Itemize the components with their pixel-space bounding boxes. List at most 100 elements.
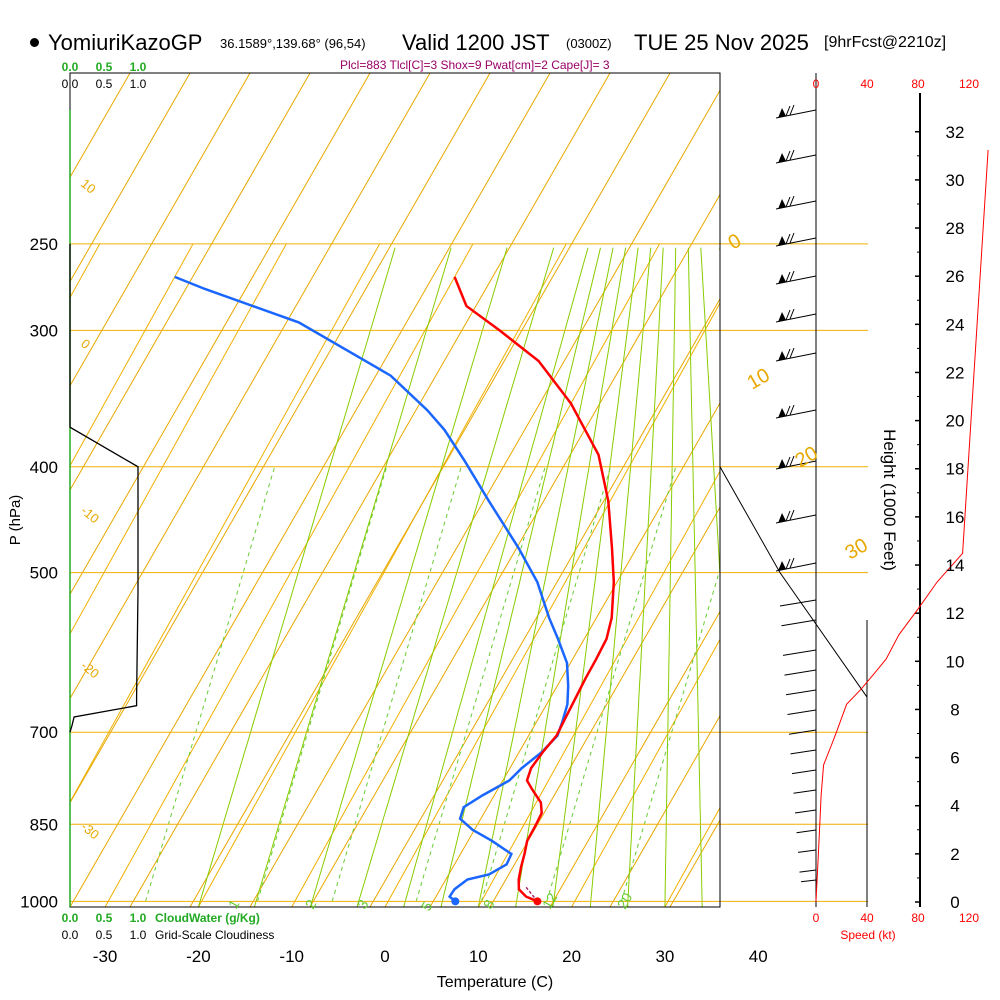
mixing-ratio-label: 3 (354, 897, 372, 912)
mixing-ratio-line (145, 466, 276, 902)
dry-adiabat-line (129, 73, 611, 907)
mixing-ratio-line (546, 466, 677, 902)
mixing-ratio-line (480, 466, 612, 902)
dry-adiabat-line (249, 89, 720, 907)
moist-adiabat-line (687, 247, 703, 907)
valid-time: Valid 1200 JST (402, 30, 550, 55)
isotherm-line (758, 244, 1000, 907)
wind-barb-feather (785, 196, 791, 208)
height-tick-label: 4 (950, 797, 959, 816)
pressure-axis-label: P (hPa) (7, 495, 24, 546)
wind-barb-feather (785, 105, 791, 117)
wind-barb-pennant (778, 153, 786, 163)
valid-time-utc: (0300Z) (566, 36, 612, 51)
mixing-ratio-line (415, 466, 546, 902)
temperature-tick-label: 0 (380, 947, 389, 966)
wind-barb-feather (789, 404, 795, 416)
wind-barb-feather (789, 195, 795, 207)
cloudwater-label: CloudWater (g/Kg) (155, 911, 260, 925)
stability-indices: Plcl=883 Tlcl[C]=3 Shox=9 Pwat[cm]=2 Cap… (340, 58, 610, 72)
height-tick-label: 32 (946, 123, 965, 142)
moist-adiabat-line (253, 247, 452, 907)
isotherm-line (477, 470, 720, 907)
wind-barb (775, 270, 817, 285)
isotherm-line (70, 243, 287, 635)
isotherm-line (70, 243, 194, 467)
wind-barb-low (793, 789, 817, 794)
height-axis-label: Height (1000 Feet) (880, 429, 899, 571)
moist-adiabat-label: 20 (792, 442, 822, 472)
wind-barb-pennant (778, 513, 786, 523)
pressure-tick-label: 250 (30, 235, 58, 254)
wind-barb-low (794, 809, 817, 814)
wind-barb-feather (789, 509, 795, 521)
cloudiness-bottom-tick: 0.0 (62, 928, 79, 942)
speed-bottom-tick: 40 (860, 911, 874, 925)
speed-bottom-tick: 120 (959, 911, 979, 925)
temperature-profile-line (453, 276, 616, 903)
temperature-tick-label: -20 (186, 947, 211, 966)
wind-barb-pennant (778, 108, 786, 118)
mixing-ratio-line (620, 567, 720, 902)
speed-label: Speed (kt) (840, 928, 895, 942)
temperature-tick-label: 40 (749, 947, 768, 966)
wind-barb-pennant (778, 312, 786, 322)
dry-adiabat-line (309, 193, 720, 907)
wind-barb (775, 404, 817, 419)
dry-adiabat-line (70, 73, 131, 179)
wind-barb-low (784, 669, 817, 676)
temperature-tick-label: -30 (93, 947, 118, 966)
wind-barb-pennant (778, 236, 786, 246)
wind-barb-pennant (778, 274, 786, 284)
temperature-tick-label: 30 (655, 947, 674, 966)
wind-barb-low (799, 869, 817, 873)
moist-adiabat-line (515, 247, 627, 907)
temperature-tick-label: 20 (562, 947, 581, 966)
moist-adiabat-line (589, 247, 652, 907)
cloudwater-bottom-tick: 0.5 (96, 911, 113, 925)
wind-barb-low (796, 829, 817, 834)
wind-barb (775, 104, 817, 119)
height-tick-label: 26 (946, 267, 965, 286)
cloudwater-top-tick: 1.0 (130, 60, 147, 74)
parcel-path-line (524, 886, 539, 902)
pressure-tick-label: 850 (30, 815, 58, 834)
height-tick-label: 0 (950, 893, 959, 912)
pressure-tick-label: 1000 (20, 892, 58, 911)
mixing-ratio-line (331, 466, 462, 902)
wind-barb-pennant (778, 408, 786, 418)
cloudwater-top-tick: 0.0 (62, 60, 79, 74)
isotherm-line (384, 302, 720, 907)
cloudiness-profile-line (69, 243, 139, 733)
wind-barb-pennant (778, 199, 786, 209)
isotherm-line (852, 244, 1000, 907)
height-tick-label: 20 (946, 412, 965, 431)
wind-barb (775, 509, 817, 524)
dry-adiabat-line (429, 402, 720, 907)
height-tick-label: 6 (950, 749, 959, 768)
cloudiness-label: Grid-Scale Cloudiness (155, 928, 274, 942)
wind-barb-feather (785, 510, 791, 522)
temperature-axis-label: Temperature (C) (437, 974, 553, 991)
forecast-info: [9hrFcst@2210z] (824, 34, 947, 51)
cloudwater-bottom-tick: 0.0 (62, 911, 79, 925)
wind-barb-low (779, 599, 817, 607)
speed-top-tick: 40 (860, 77, 874, 91)
wind-barb-low (788, 729, 817, 735)
wind-barb-feather (789, 308, 795, 320)
dry-adiabat-line (609, 714, 720, 907)
pressure-tick-label: 500 (30, 564, 58, 583)
wind-barb (775, 347, 817, 362)
moist-adiabat-line (738, 248, 851, 907)
mixing-ratio-label: 12 (539, 890, 561, 912)
dry-adiabat-line (70, 73, 491, 804)
cloudiness-top-tick: 0.5 (96, 77, 113, 91)
wind-barb-low (785, 689, 817, 696)
dry-adiabat-line (730, 73, 1000, 907)
cloudiness-bottom-tick: 0.5 (96, 928, 113, 942)
height-tick-label: 14 (946, 556, 965, 575)
moist-adiabat-line (627, 247, 664, 907)
wind-barb-feather (785, 150, 791, 162)
wind-barb (775, 149, 817, 164)
mixing-ratio-label: 2 (302, 897, 320, 912)
